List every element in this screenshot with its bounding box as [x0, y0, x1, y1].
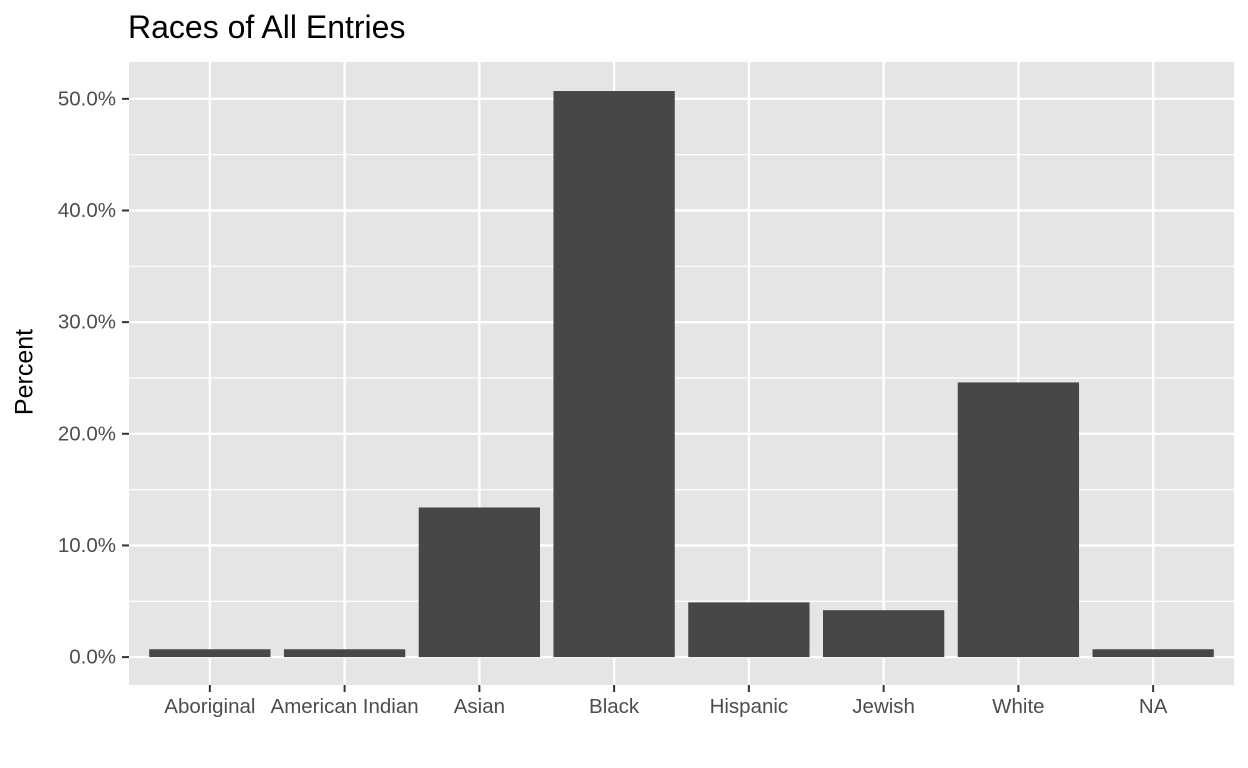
- bar-jewish: [822, 610, 945, 658]
- x-tick-label: Aboriginal: [164, 695, 255, 718]
- bar-black: [553, 91, 675, 658]
- x-tick-label: Black: [589, 695, 640, 718]
- y-tick-label: 30.0%: [58, 311, 116, 334]
- y-tick-label: 20.0%: [58, 422, 116, 445]
- bar-asian: [418, 507, 541, 658]
- y-tick-label: 50.0%: [58, 87, 116, 110]
- bar-white: [957, 382, 1080, 658]
- bars: [149, 91, 1214, 658]
- x-tick-label: NA: [1139, 695, 1168, 718]
- y-tick-label: 10.0%: [58, 534, 116, 557]
- bar-hispanic: [688, 602, 810, 658]
- bar-na: [1092, 649, 1214, 658]
- y-axis: 0.0% 10.0% 20.0% 30.0% 40.0% 50.0%: [58, 87, 129, 669]
- x-tick-label: Hispanic: [710, 695, 789, 718]
- x-tick-label: White: [992, 695, 1044, 718]
- x-tick-label: American Indian: [271, 695, 419, 718]
- y-tick-label: 40.0%: [58, 199, 116, 222]
- chart-title: Races of All Entries: [128, 9, 406, 45]
- bar-aboriginal: [149, 649, 271, 658]
- bar-american-indian: [283, 649, 406, 658]
- x-axis: Aboriginal American Indian Asian Black Hispa…: [164, 685, 1168, 718]
- x-tick-label: Jewish: [852, 695, 915, 718]
- x-tick-label: Asian: [454, 695, 505, 718]
- y-tick-label: 0.0%: [69, 646, 116, 669]
